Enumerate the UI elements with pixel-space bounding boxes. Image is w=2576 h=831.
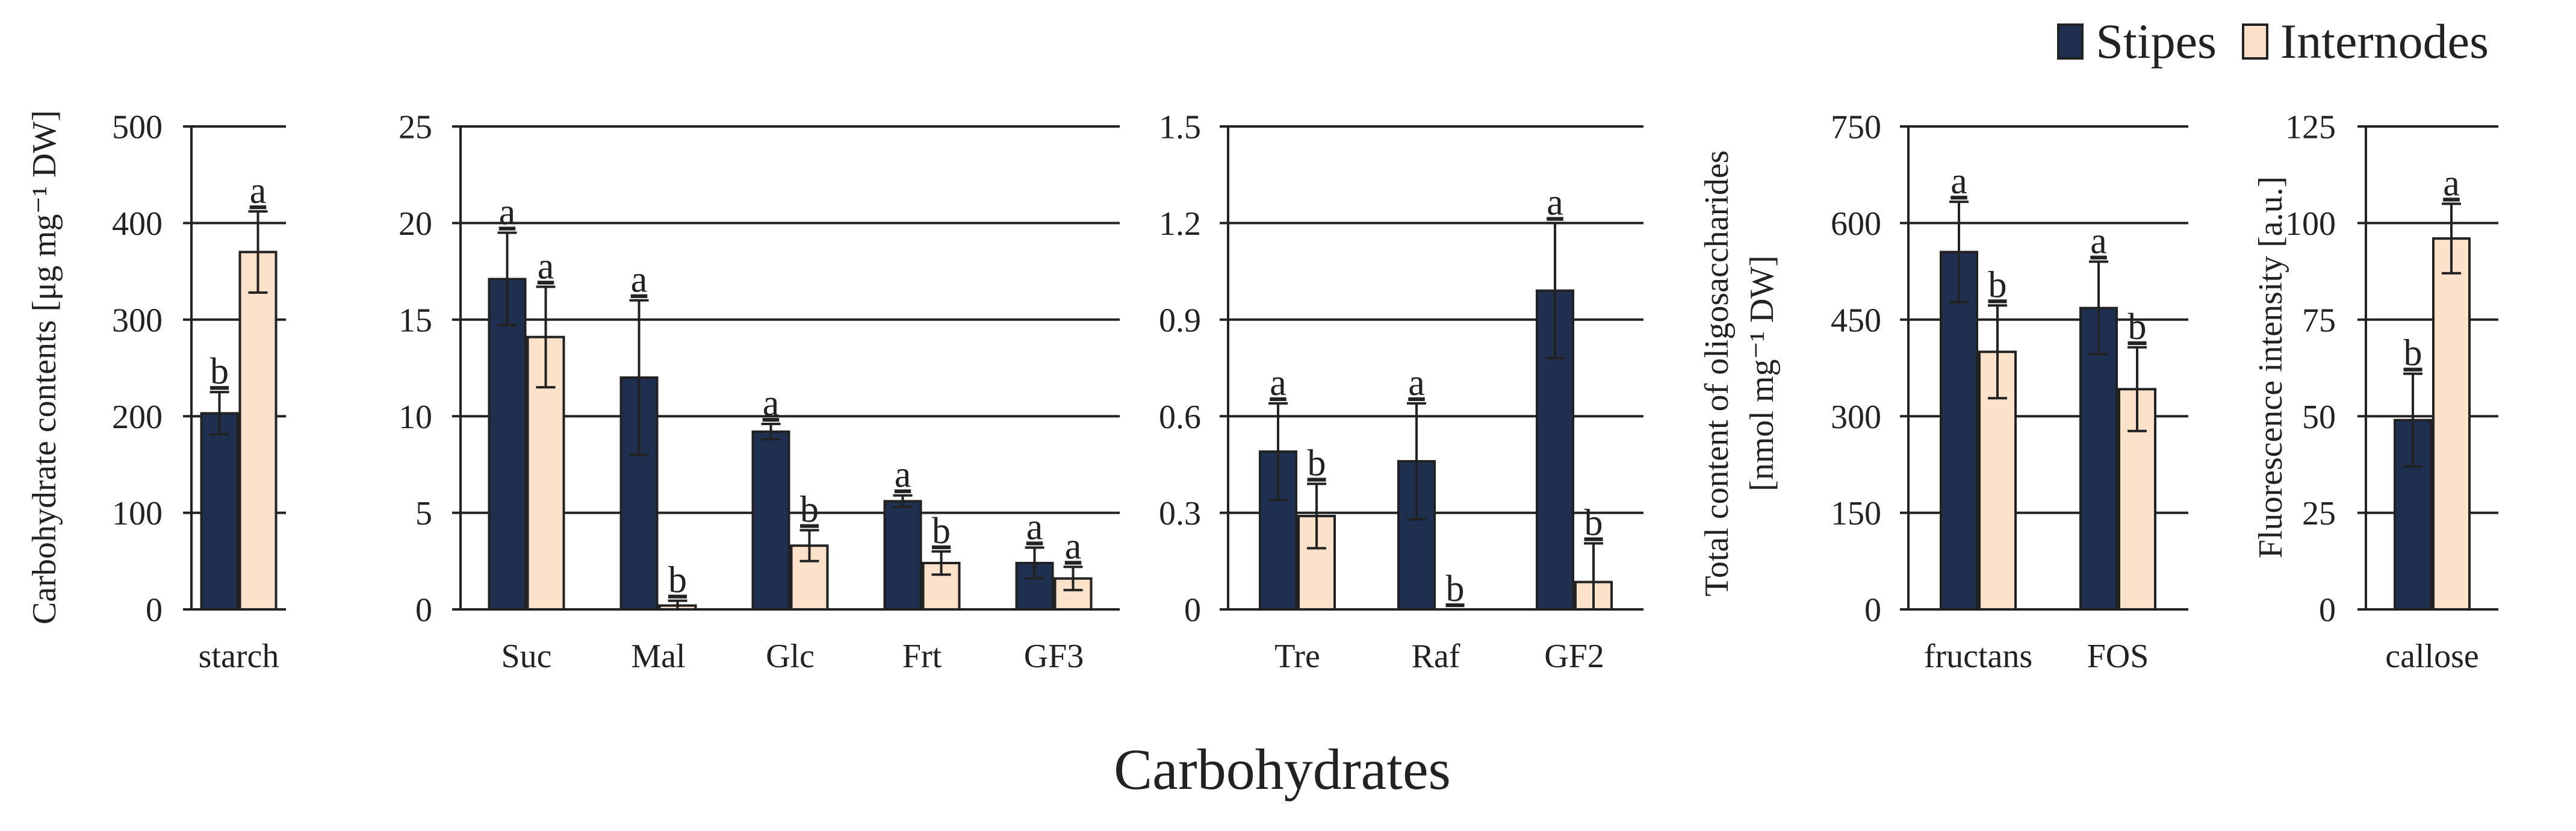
significance-letter: a bbox=[895, 455, 911, 496]
significance-letter: b bbox=[1988, 264, 2007, 305]
y-tick-label: 0 bbox=[415, 592, 432, 629]
significance-letter: b bbox=[2128, 307, 2147, 347]
x-category-label: Glc bbox=[766, 638, 815, 675]
legend-swatch-stipes bbox=[2057, 23, 2084, 60]
y-axis-title-4: Total content of oligosaccharides bbox=[1698, 151, 1736, 597]
significance-letter: b bbox=[1308, 443, 1326, 484]
y-tick-label: 15 bbox=[399, 302, 432, 339]
legend-swatch-internodes bbox=[2241, 23, 2268, 60]
significance-letter: a bbox=[499, 191, 516, 232]
bar-stipes-Suc bbox=[488, 278, 527, 611]
y-tick-label: 20 bbox=[399, 205, 432, 243]
y-tick-label: 25 bbox=[399, 109, 432, 146]
legend-item-stipes: Stipes bbox=[2057, 13, 2217, 70]
significance-letter: b bbox=[1584, 502, 1603, 543]
x-category-label: Tre bbox=[1274, 638, 1320, 675]
significance-letter: b bbox=[1446, 568, 1465, 609]
y-axis-title-5: Fluorescence intensity [a.u.] bbox=[2252, 176, 2289, 558]
significance-letter: a bbox=[763, 383, 780, 424]
legend-label-internodes: Internodes bbox=[2280, 14, 2489, 69]
y-tick-label: 0 bbox=[1864, 592, 1881, 629]
significance-letter: b bbox=[668, 560, 687, 601]
y-tick-label: 600 bbox=[1831, 205, 1881, 243]
y-tick-label: 450 bbox=[1831, 302, 1881, 339]
chart-legend: Stipes Internodes bbox=[2032, 13, 2489, 70]
bar-stipes-Glc bbox=[751, 430, 790, 611]
y-tick-label: 500 bbox=[112, 109, 163, 146]
x-category-label: FOS bbox=[2087, 638, 2149, 675]
bar-stipes-fructans bbox=[1940, 251, 1978, 611]
significance-letter: b bbox=[210, 351, 229, 392]
bar-internodes-Tre bbox=[1297, 514, 1336, 611]
significance-letter: a bbox=[1547, 182, 1563, 223]
significance-letter: a bbox=[631, 260, 648, 300]
x-category-label: fructans bbox=[1924, 638, 2032, 675]
x-category-label: Mal bbox=[631, 638, 685, 675]
significance-letter: a bbox=[2090, 221, 2107, 262]
x-category-label: callose bbox=[2385, 638, 2478, 675]
y-tick-label: 300 bbox=[112, 302, 163, 339]
y-tick-label: 400 bbox=[112, 205, 163, 243]
chart-panel-4: 0 150 300 450 600 750 a b fructans a b FOS bbox=[1831, 109, 2188, 675]
y-tick-label: 750 bbox=[1831, 109, 1881, 146]
y-tick-label: 75 bbox=[2302, 302, 2336, 339]
y-tick-label: 1.2 bbox=[1159, 205, 1201, 243]
y-tick-label: 0 bbox=[146, 592, 163, 629]
x-category-label: Frt bbox=[902, 638, 942, 675]
bar-internodes-callose bbox=[2432, 237, 2471, 611]
y-tick-label: 0 bbox=[2319, 592, 2336, 629]
y-tick-label: 150 bbox=[1831, 495, 1881, 532]
y-tick-label: 300 bbox=[1831, 399, 1881, 436]
y-axis-title-4-unit: [nmol mg⁻¹ DW] bbox=[1743, 255, 1781, 491]
y-tick-label: 25 bbox=[2302, 495, 2336, 532]
y-tick-label: 125 bbox=[2285, 109, 2336, 146]
significance-letter: a bbox=[1065, 526, 1082, 567]
bar-stipes-FOS bbox=[2079, 307, 2118, 611]
y-axis-title-1: Carbohydrate contents [μg mg⁻¹ DW] bbox=[26, 110, 63, 624]
y-tick-label: 5 bbox=[415, 495, 432, 532]
y-tick-label: 0.3 bbox=[1159, 495, 1201, 532]
significance-letter: a bbox=[538, 246, 554, 287]
chart-panel-5: 0 25 50 75 100 125 b a callose bbox=[2285, 109, 2498, 675]
bar-internodes-starch bbox=[238, 251, 278, 611]
x-category-label: GF3 bbox=[1024, 638, 1084, 675]
significance-letter: b bbox=[800, 489, 819, 530]
y-tick-label: 0 bbox=[1184, 592, 1201, 629]
y-tick-label: 0.6 bbox=[1159, 399, 1201, 436]
x-category-label: Suc bbox=[501, 638, 552, 675]
y-tick-label: 50 bbox=[2302, 399, 2336, 436]
bar-stipes-starch bbox=[200, 412, 239, 611]
significance-letter: b bbox=[2404, 333, 2422, 374]
y-tick-label: 100 bbox=[112, 495, 163, 532]
y-tick-label: 0.9 bbox=[1159, 302, 1201, 339]
y-tick-label: 200 bbox=[112, 399, 163, 436]
y-tick-label: 100 bbox=[2285, 205, 2336, 243]
y-tick-label: 10 bbox=[399, 399, 432, 436]
legend-label-stipes: Stipes bbox=[2096, 14, 2217, 69]
significance-letter: a bbox=[1270, 363, 1286, 403]
x-category-label: starch bbox=[199, 638, 279, 675]
x-category-label: GF2 bbox=[1544, 638, 1604, 675]
significance-letter: a bbox=[2443, 163, 2460, 204]
significance-letter: a bbox=[1408, 363, 1425, 403]
x-axis-title: Carbohydrates bbox=[1114, 737, 1451, 801]
bar-stipes-Frt bbox=[883, 500, 922, 611]
x-category-label: Raf bbox=[1412, 638, 1460, 675]
significance-letter: b bbox=[932, 511, 951, 552]
significance-letter: a bbox=[1026, 506, 1043, 547]
chart-panel-1: 0 100 200 300 400 500 b a starch bbox=[112, 109, 286, 675]
significance-letter: a bbox=[250, 170, 267, 211]
significance-letter: a bbox=[1951, 161, 1967, 202]
legend-item-internodes: Internodes bbox=[2241, 13, 2489, 70]
y-tick-label: 1.5 bbox=[1159, 109, 1201, 146]
